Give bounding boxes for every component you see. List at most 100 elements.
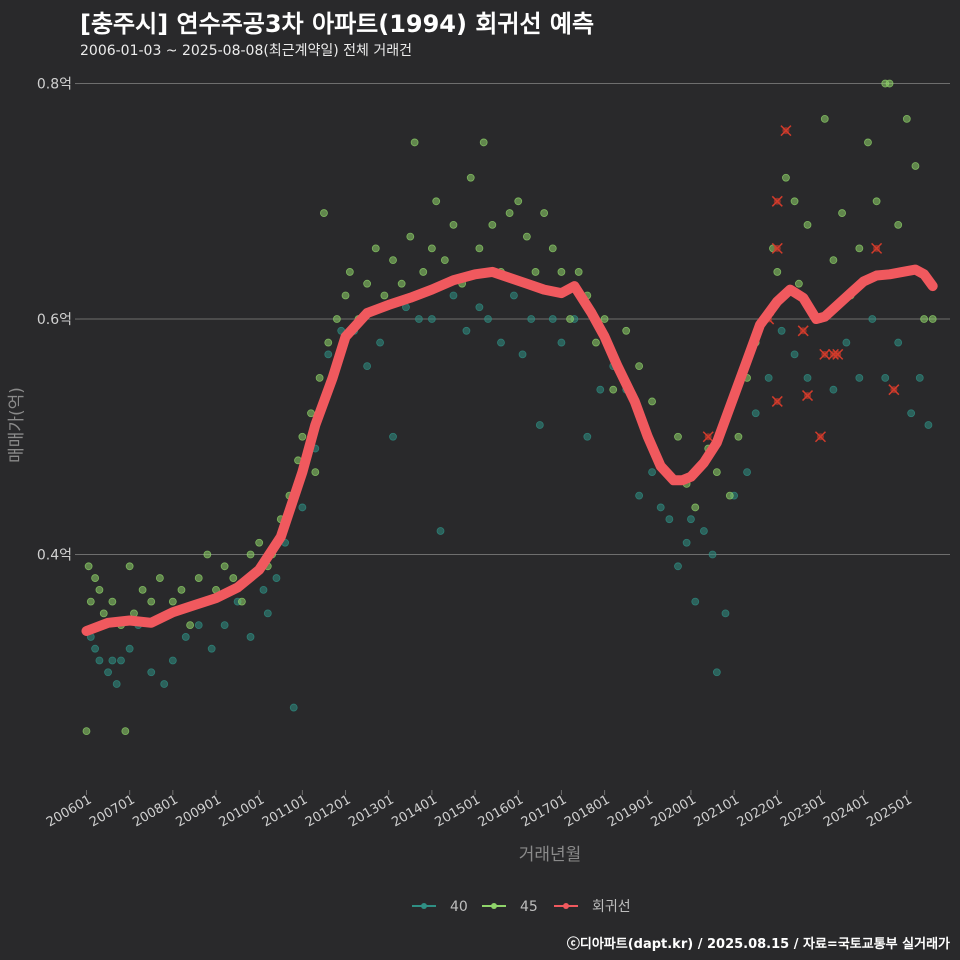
y-tick-label: 0.6억 bbox=[37, 312, 72, 328]
point-40 bbox=[842, 338, 851, 347]
y-tick-label: 0.8억 bbox=[37, 77, 72, 93]
chart-subtitle: 2006-01-03 ~ 2025-08-08(최근계약일) 전체 거래건 bbox=[80, 43, 412, 59]
outlier-marker bbox=[771, 395, 783, 407]
point-40 bbox=[125, 644, 134, 653]
point-40 bbox=[246, 633, 255, 641]
point-40 bbox=[682, 538, 691, 547]
x-tick-label: 200601 bbox=[44, 792, 94, 830]
point-45 bbox=[341, 291, 350, 300]
point-40 bbox=[674, 562, 682, 571]
legend-item-1: 40 bbox=[412, 899, 468, 915]
legend-swatch-dot bbox=[563, 903, 569, 909]
point-40 bbox=[415, 315, 423, 323]
point-45 bbox=[864, 138, 872, 147]
point-45 bbox=[220, 562, 229, 571]
grid-layer bbox=[75, 83, 950, 795]
point-45 bbox=[99, 609, 108, 618]
point-45 bbox=[505, 209, 514, 217]
point-45 bbox=[410, 138, 419, 147]
point-45 bbox=[311, 468, 320, 476]
x-tick-label: 200701 bbox=[87, 792, 137, 830]
axis-layer: 0.4억 0.6억 0.8억 2006012007012008012009012010… bbox=[7, 77, 915, 865]
x-tick-label: 201401 bbox=[389, 792, 439, 830]
point-45 bbox=[168, 597, 177, 606]
x-tick-label: 201901 bbox=[605, 792, 655, 830]
point-45 bbox=[566, 315, 574, 323]
point-45 bbox=[592, 338, 600, 347]
point-45 bbox=[466, 173, 475, 182]
point-40 bbox=[803, 374, 812, 382]
point-40 bbox=[656, 503, 665, 512]
regression-layer bbox=[81, 264, 938, 636]
point-40 bbox=[829, 385, 838, 394]
point-45 bbox=[238, 597, 246, 606]
point-45 bbox=[773, 268, 782, 276]
point-40 bbox=[894, 338, 903, 347]
x-tick-label: 202301 bbox=[778, 792, 828, 830]
outlier-marker bbox=[888, 384, 900, 396]
point-45 bbox=[138, 585, 147, 594]
chart-title: [충주시] 연수주공3차 아파트(1994) 회귀선 예측 bbox=[80, 10, 595, 38]
point-45 bbox=[574, 268, 583, 276]
point-40 bbox=[743, 468, 751, 476]
legend-label: 40 bbox=[450, 899, 468, 915]
point-40 bbox=[108, 656, 117, 665]
point-40 bbox=[510, 291, 518, 300]
point-45 bbox=[229, 574, 238, 582]
point-45 bbox=[324, 338, 333, 347]
point-45 bbox=[725, 491, 734, 500]
x-tick-label: 200801 bbox=[130, 792, 180, 830]
x-tick-label: 201801 bbox=[562, 792, 612, 830]
point-40 bbox=[462, 326, 471, 335]
point-45 bbox=[95, 585, 104, 594]
point-45 bbox=[440, 256, 449, 265]
point-45 bbox=[389, 256, 397, 265]
point-45 bbox=[531, 268, 540, 276]
legend-item-3: 회귀선 bbox=[554, 899, 631, 915]
point-40 bbox=[535, 421, 544, 429]
point-45 bbox=[155, 574, 164, 582]
point-45 bbox=[147, 597, 156, 606]
point-45 bbox=[125, 562, 134, 571]
point-40 bbox=[427, 315, 436, 323]
point-40 bbox=[557, 338, 566, 347]
legend-layer: 40 45 회귀선 bbox=[412, 899, 631, 915]
x-tick-label: 202101 bbox=[692, 792, 742, 830]
point-45 bbox=[855, 244, 864, 253]
point-40 bbox=[518, 350, 527, 359]
regression-line bbox=[81, 264, 938, 636]
point-40 bbox=[691, 597, 700, 606]
point-45 bbox=[600, 315, 609, 323]
point-45 bbox=[84, 562, 93, 571]
point-45 bbox=[82, 727, 91, 736]
point-45 bbox=[194, 574, 203, 582]
footer-credit: ⓒ디아파트(dapt.kr) / 2025.08.15 / 자료=국토교통부 실… bbox=[566, 937, 950, 952]
outlier-marker bbox=[871, 242, 883, 254]
legend-label: 45 bbox=[520, 899, 538, 915]
point-40 bbox=[777, 326, 786, 335]
point-45 bbox=[782, 173, 790, 182]
outlier-marker bbox=[814, 431, 827, 443]
point-45 bbox=[894, 220, 903, 229]
point-40 bbox=[881, 374, 890, 382]
x-tick-label: 201201 bbox=[303, 792, 353, 830]
point-45 bbox=[911, 162, 920, 170]
point-40 bbox=[289, 703, 298, 712]
point-40 bbox=[687, 515, 695, 524]
outlier-marker bbox=[780, 125, 792, 137]
x-tick-label: 202401 bbox=[821, 792, 871, 830]
point-40 bbox=[436, 527, 445, 535]
point-45 bbox=[186, 621, 194, 630]
point-45 bbox=[712, 468, 721, 476]
point-40 bbox=[104, 668, 112, 677]
point-40 bbox=[194, 621, 203, 630]
point-45 bbox=[406, 232, 415, 241]
point-45 bbox=[920, 315, 928, 323]
point-40 bbox=[376, 338, 384, 347]
point-45 bbox=[91, 574, 100, 582]
points-layer bbox=[82, 79, 937, 736]
point-45 bbox=[540, 209, 549, 217]
legend-swatch-dot bbox=[491, 903, 497, 909]
y-axis-label: 매매가(억) bbox=[7, 387, 27, 463]
